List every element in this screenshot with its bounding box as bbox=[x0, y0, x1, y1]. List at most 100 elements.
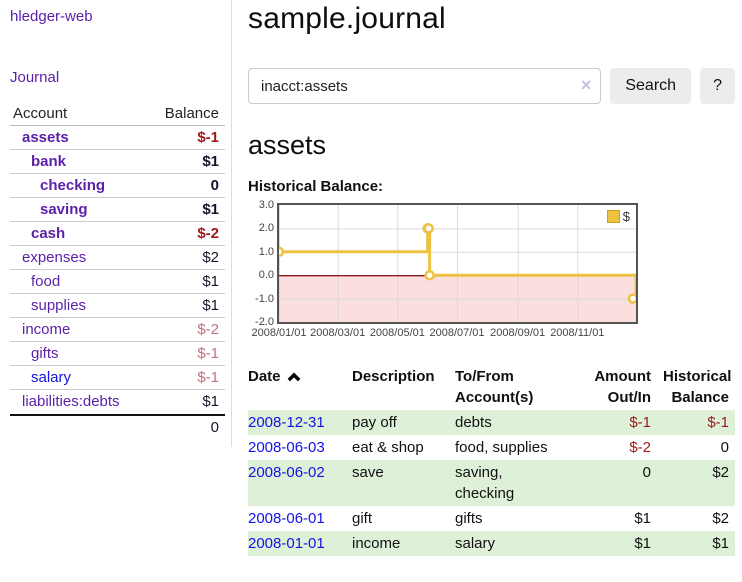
column-header-line: Amount bbox=[591, 366, 651, 387]
date-link[interactable]: 2008-12-31 bbox=[248, 414, 325, 431]
y-axis-tick-label: 0.0 bbox=[258, 269, 274, 282]
date-link[interactable]: 2008-06-02 bbox=[248, 464, 325, 481]
register-accounts-cell: food, supplies bbox=[449, 435, 585, 460]
chart-legend: $ bbox=[604, 209, 632, 224]
search-button[interactable]: Search bbox=[610, 68, 692, 104]
search-box: × bbox=[248, 68, 602, 104]
register-table-header: Date Description To/From Account(s) Amount Ou… bbox=[248, 364, 735, 410]
date-link[interactable]: 2008-06-01 bbox=[248, 510, 325, 527]
register-date-cell: 2008-06-02 bbox=[248, 460, 346, 506]
account-balance: 0 bbox=[210, 177, 219, 194]
help-button[interactable]: ? bbox=[700, 68, 735, 104]
page-title: sample.journal bbox=[248, 2, 446, 35]
register-accounts-cell: salary bbox=[449, 531, 585, 556]
column-header-line: Description bbox=[352, 366, 443, 387]
register-balance-cell: 0 bbox=[720, 439, 729, 456]
sort-ascending-icon bbox=[287, 372, 300, 382]
column-header-line: Date bbox=[248, 366, 340, 387]
account-link[interactable]: expenses bbox=[22, 249, 87, 266]
data-point-marker bbox=[627, 293, 636, 304]
register-balance-cell: $2 bbox=[712, 510, 729, 527]
y-axis-tick-label: 3.0 bbox=[258, 199, 274, 211]
date-link[interactable]: 2008-01-01 bbox=[248, 535, 325, 552]
account-link[interactable]: assets bbox=[22, 129, 69, 146]
account-link[interactable]: cash bbox=[31, 225, 66, 242]
column-header-description: Description bbox=[346, 364, 449, 410]
column-header-historical: Historical Balance bbox=[657, 364, 735, 410]
accounts-line: debts bbox=[455, 414, 492, 431]
chart-canvas bbox=[279, 205, 636, 322]
account-balance: $1 bbox=[202, 393, 219, 410]
column-header-line: Account(s) bbox=[455, 387, 579, 408]
account-link[interactable]: checking bbox=[40, 177, 106, 194]
data-point-marker bbox=[423, 223, 434, 234]
register-table-body: 2008-12-31 pay off debts $-1 $-1 2008-06-03 ea… bbox=[248, 410, 735, 556]
sidebar-account-row: salary $-1 bbox=[10, 366, 225, 390]
account-link[interactable]: liabilities:debts bbox=[22, 393, 120, 410]
sidebar-account-row: cash $-2 bbox=[10, 222, 225, 246]
account-link[interactable]: supplies bbox=[31, 297, 87, 314]
x-axis-tick-label: 2008/07/01 bbox=[429, 327, 485, 339]
accounts-line: saving, bbox=[455, 464, 503, 481]
sidebar-account-row: income $-2 bbox=[10, 318, 225, 342]
account-link[interactable]: gifts bbox=[31, 345, 59, 362]
column-header-tofrom: To/From Account(s) bbox=[449, 364, 585, 410]
register-amount-cell: $1 bbox=[585, 531, 657, 556]
account-balance: $1 bbox=[202, 297, 219, 314]
sidebar-account-row: expenses $2 bbox=[10, 246, 225, 270]
account-link[interactable]: food bbox=[31, 273, 61, 290]
register-date-cell: 2008-12-31 bbox=[248, 410, 346, 435]
sidebar-account-row: liabilities:debts $1 bbox=[10, 390, 225, 414]
column-header-text: Out/In bbox=[607, 389, 651, 406]
account-link[interactable]: salary bbox=[31, 369, 72, 386]
sidebar-account-row: checking 0 bbox=[10, 174, 225, 198]
register-description-cell: pay off bbox=[346, 410, 449, 435]
search-input[interactable] bbox=[248, 68, 602, 104]
register-description-cell: save bbox=[346, 460, 449, 506]
date-link[interactable]: 2008-06-03 bbox=[248, 439, 325, 456]
accounts-line: food, supplies bbox=[455, 439, 548, 456]
column-header-text: Date bbox=[248, 368, 281, 385]
account-column-header: Account bbox=[13, 105, 68, 122]
column-header-line: Balance bbox=[663, 387, 729, 408]
x-axis-tick-label: 2008/05/01 bbox=[369, 327, 425, 339]
y-axis-tick-label: 2.0 bbox=[258, 222, 274, 235]
brand-link[interactable]: hledger-web bbox=[10, 8, 93, 25]
sidebar-account-row: gifts $-1 bbox=[10, 342, 225, 366]
sidebar-table-header: Account Balance bbox=[10, 102, 225, 126]
accounts-line: gifts bbox=[455, 510, 483, 527]
data-point-marker bbox=[424, 269, 435, 281]
account-balance: $1 bbox=[202, 153, 219, 170]
sidebar-account-row: assets $-1 bbox=[10, 126, 225, 150]
account-link[interactable]: bank bbox=[31, 153, 67, 170]
sidebar-total-row: 0 bbox=[10, 414, 225, 438]
chart-plot-area[interactable]: $ bbox=[277, 203, 638, 324]
account-link[interactable]: saving bbox=[40, 201, 88, 218]
register-description-cell: gift bbox=[352, 510, 373, 527]
balance-column-header: Balance bbox=[164, 105, 219, 122]
y-axis-tick-label: -1.0 bbox=[255, 292, 274, 305]
register-amount-cell: $1 bbox=[634, 510, 651, 527]
register-amount-cell: 0 bbox=[585, 460, 657, 506]
sidebar-account-row: bank $1 bbox=[10, 150, 225, 174]
column-header-text: To/From bbox=[455, 368, 514, 385]
y-axis-tick-label: 1.0 bbox=[258, 245, 274, 258]
column-header-line: Historical bbox=[663, 366, 731, 387]
nav-journal-link[interactable]: Journal bbox=[10, 69, 60, 86]
column-header-line: Out/In bbox=[591, 387, 651, 408]
account-balance: $-2 bbox=[197, 225, 219, 242]
account-link[interactable]: income bbox=[22, 321, 71, 338]
account-balance: $-2 bbox=[197, 321, 219, 338]
main-content: sample.journal × Search ? assets Histori… bbox=[248, 0, 735, 556]
sidebar-account-table: Account Balance assets $-1 bank $1 checking 0… bbox=[10, 102, 225, 438]
register-row: 2008-06-02 save saving, checking 0 $2 bbox=[248, 460, 735, 506]
column-header-date[interactable]: Date bbox=[248, 364, 346, 410]
register-row: 2008-06-01 gift gifts $1 $2 bbox=[248, 506, 735, 531]
accounts-line: checking bbox=[455, 485, 515, 502]
register-row: 2008-06-03 eat & shop food, supplies $-2 0 bbox=[248, 435, 735, 460]
legend-label: $ bbox=[622, 209, 630, 224]
register-description-cell: income bbox=[346, 531, 449, 556]
register-amount-cell: $-1 bbox=[585, 410, 657, 435]
clear-search-icon[interactable]: × bbox=[580, 75, 592, 95]
search-form: × Search ? bbox=[248, 68, 735, 104]
